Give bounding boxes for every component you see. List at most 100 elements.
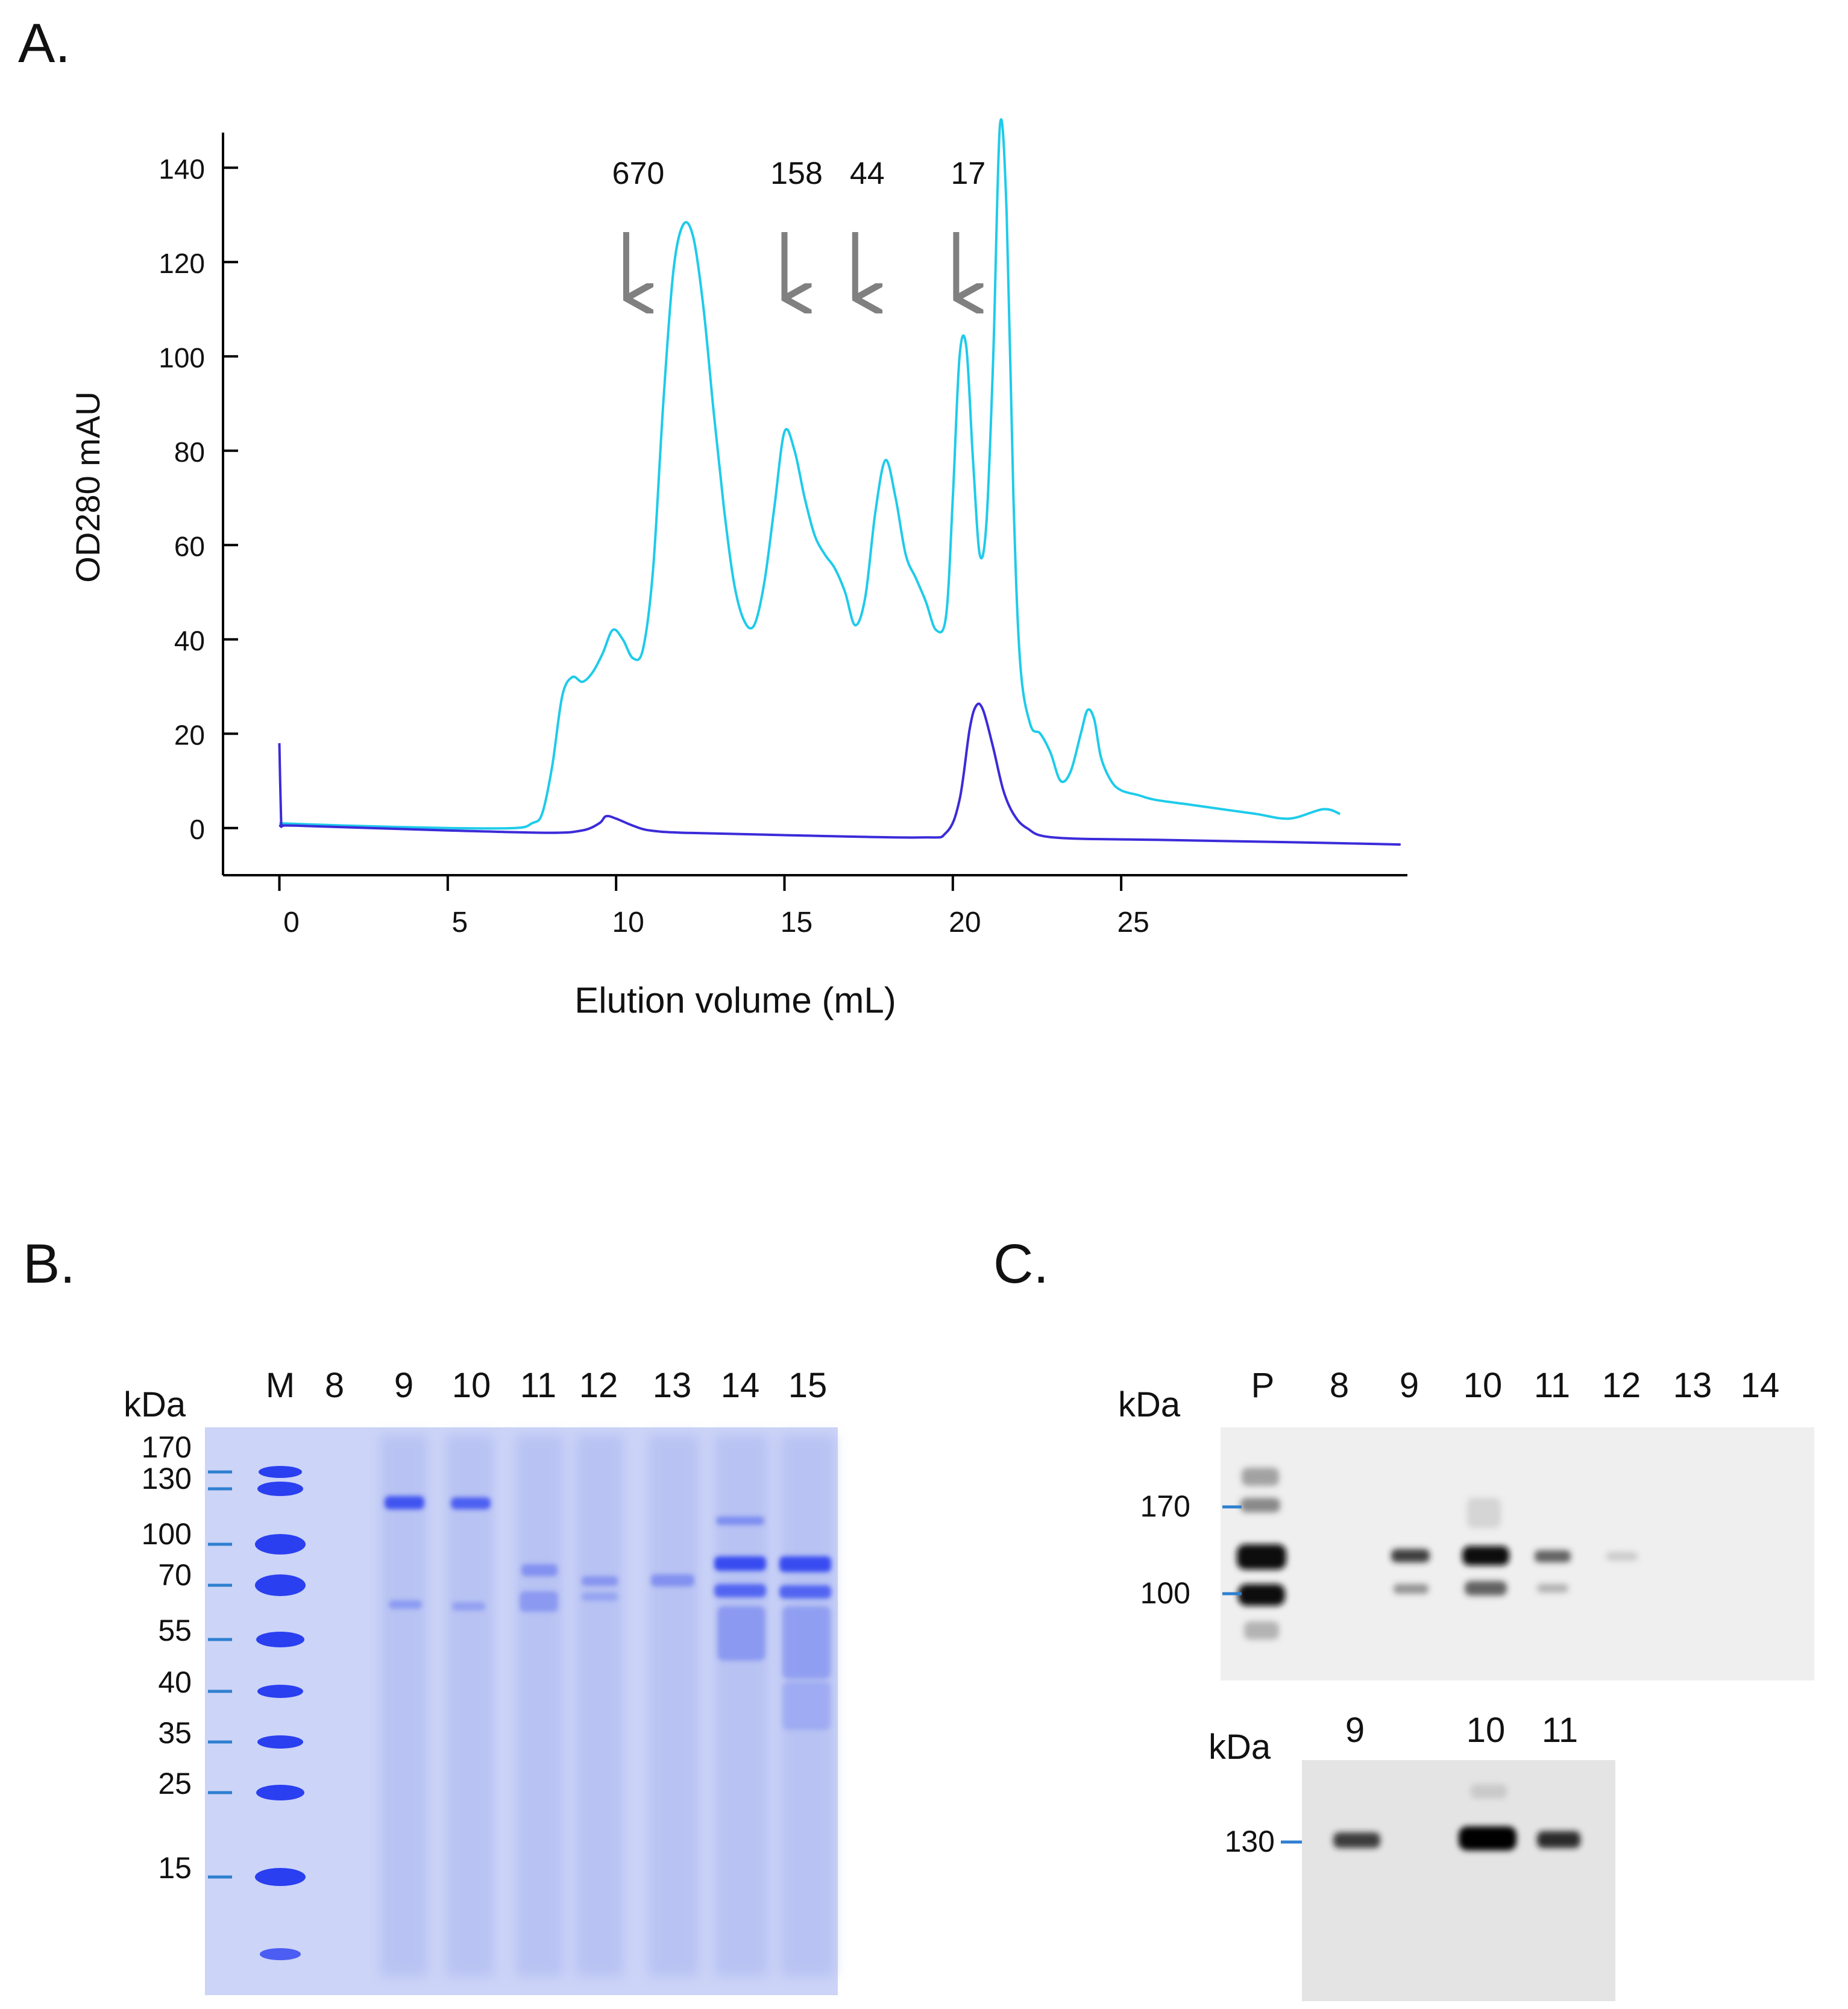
gel-b-marker-25: 25	[158, 1767, 192, 1800]
y-tick-label: 40	[174, 625, 205, 656]
blot-bottom-marker-130: 130	[1225, 1825, 1275, 1858]
gel-band	[520, 1591, 558, 1612]
gel-b-lane-15: 15	[788, 1368, 828, 1405]
y-tick-label: 100	[159, 342, 205, 373]
blot-top-lane-11: 11	[1534, 1368, 1570, 1405]
blot-bottom-bands	[1333, 1784, 1580, 1850]
gel-band	[582, 1576, 618, 1586]
gel-band	[452, 1602, 485, 1611]
blot-band	[1459, 1826, 1516, 1850]
gel-b-marker-55: 55	[158, 1614, 192, 1647]
blot-top-lane-14: 14	[1741, 1368, 1780, 1405]
y-tick-label: 20	[174, 719, 205, 750]
blot-top-background	[1221, 1427, 1814, 1680]
chart-markers: 670 158 44 17	[612, 156, 985, 298]
blot-bottom-background	[1302, 1760, 1615, 2001]
ladder-band	[256, 1632, 304, 1647]
blot-band	[1471, 1784, 1507, 1799]
gel-band	[717, 1606, 765, 1661]
ladder-band	[257, 1482, 303, 1496]
ladder-band	[257, 1685, 303, 1698]
gel-b-lane-12: 12	[579, 1368, 618, 1405]
ladder-band	[256, 1785, 304, 1800]
blot-top-marker-ticks	[1222, 1505, 1242, 1596]
gel-b-lane-14: 14	[721, 1368, 760, 1405]
gel-b-ladder	[255, 1466, 306, 1960]
gel-band	[779, 1585, 831, 1599]
ladder-band	[259, 1466, 302, 1478]
chart-series	[278, 118, 1401, 846]
gel-band	[451, 1497, 491, 1509]
y-axis-title: OD280 mAU	[69, 391, 107, 582]
gel-b-lane-13: 13	[653, 1368, 692, 1405]
gel-band	[385, 1496, 424, 1509]
blot-band	[1244, 1621, 1279, 1640]
blot-band	[1237, 1544, 1286, 1570]
ladder-band	[255, 1534, 306, 1555]
blot-band	[1394, 1584, 1428, 1594]
blot-band	[1238, 1584, 1285, 1606]
gel-b-marker-35: 35	[158, 1716, 192, 1750]
blot-top-marker-100: 100	[1140, 1576, 1190, 1610]
ladder-band	[255, 1574, 306, 1596]
gel-b-kda-label: kDa	[124, 1385, 186, 1424]
blot-band	[1535, 1550, 1571, 1562]
blot-bottom-kda-label: kDa	[1208, 1728, 1271, 1767]
gel-b-marker-170: 170	[142, 1430, 192, 1464]
gel-band	[716, 1517, 764, 1525]
blot-bottom-lane-10: 10	[1466, 1711, 1506, 1750]
gel-b-sample-bands	[385, 1496, 831, 1730]
blot-top-lane-8: 8	[1330, 1368, 1349, 1405]
mw-marker-label: 44	[850, 156, 885, 191]
ladder-band	[255, 1868, 306, 1886]
blot-c: kDa P 8 9 10 11 12 13 14 170 100 kDa 9 1…	[1118, 1368, 1814, 2001]
gel-band	[389, 1600, 422, 1609]
blot-top-lane-p: P	[1251, 1368, 1275, 1405]
gel-band	[782, 1606, 831, 1679]
gel-b-marker-70: 70	[158, 1558, 192, 1592]
blot-top-kda-label: kDa	[1118, 1385, 1181, 1424]
gel-b-lane-m: M	[266, 1368, 295, 1405]
blot-band	[1242, 1468, 1279, 1486]
ladder-band	[257, 1735, 303, 1749]
panel-label-b: B.	[23, 1233, 75, 1295]
gel-b-lane-9: 9	[394, 1368, 413, 1405]
blot-top-lane-13: 13	[1673, 1368, 1712, 1405]
chart-axes: 0 20 40 60 80 100 120 140 0 5 10 15 20 25	[159, 133, 1407, 938]
blot-band	[1462, 1546, 1509, 1565]
gel-band	[714, 1556, 766, 1571]
gel-b-marker-100: 100	[142, 1517, 192, 1551]
y-tick-label: 60	[174, 530, 205, 562]
y-tick-label: 120	[159, 248, 205, 279]
gel-band	[782, 1682, 831, 1730]
gel-band	[521, 1564, 558, 1576]
gel-b-marker-ticks	[208, 1470, 232, 1879]
blot-top-marker-170: 170	[1140, 1489, 1190, 1523]
x-tick-label: 10	[612, 907, 644, 938]
gel-band	[651, 1574, 694, 1586]
blot-bottom-lane-11: 11	[1542, 1711, 1578, 1750]
blot-band	[1465, 1581, 1507, 1596]
ladder-band	[260, 1948, 301, 1960]
blot-bottom-lane-9: 9	[1345, 1711, 1365, 1750]
blot-top-bands	[1237, 1468, 1638, 1640]
y-tick-label: 80	[174, 436, 205, 468]
gel-band	[714, 1584, 766, 1597]
blot-band	[1333, 1832, 1380, 1848]
y-tick-label: 140	[159, 153, 205, 184]
gel-b-marker-40: 40	[158, 1665, 192, 1699]
y-tick-label: 0	[189, 814, 205, 845]
blot-band	[1467, 1498, 1501, 1528]
blot-top-lane-12: 12	[1602, 1368, 1641, 1405]
mw-marker-label: 17	[951, 156, 985, 191]
gel-b-lane-10: 10	[452, 1368, 491, 1405]
gel-b-marker-15: 15	[158, 1851, 192, 1885]
blot-band	[1391, 1549, 1430, 1562]
series-line-cyan	[279, 118, 1341, 830]
series-line-blue	[278, 702, 1401, 846]
gel-b-lane-smears	[380, 1435, 835, 1977]
x-axis-title: Elution volume (mL)	[574, 980, 896, 1020]
panel-label-c: C.	[993, 1233, 1049, 1295]
gel-b-lane-8: 8	[325, 1368, 344, 1405]
